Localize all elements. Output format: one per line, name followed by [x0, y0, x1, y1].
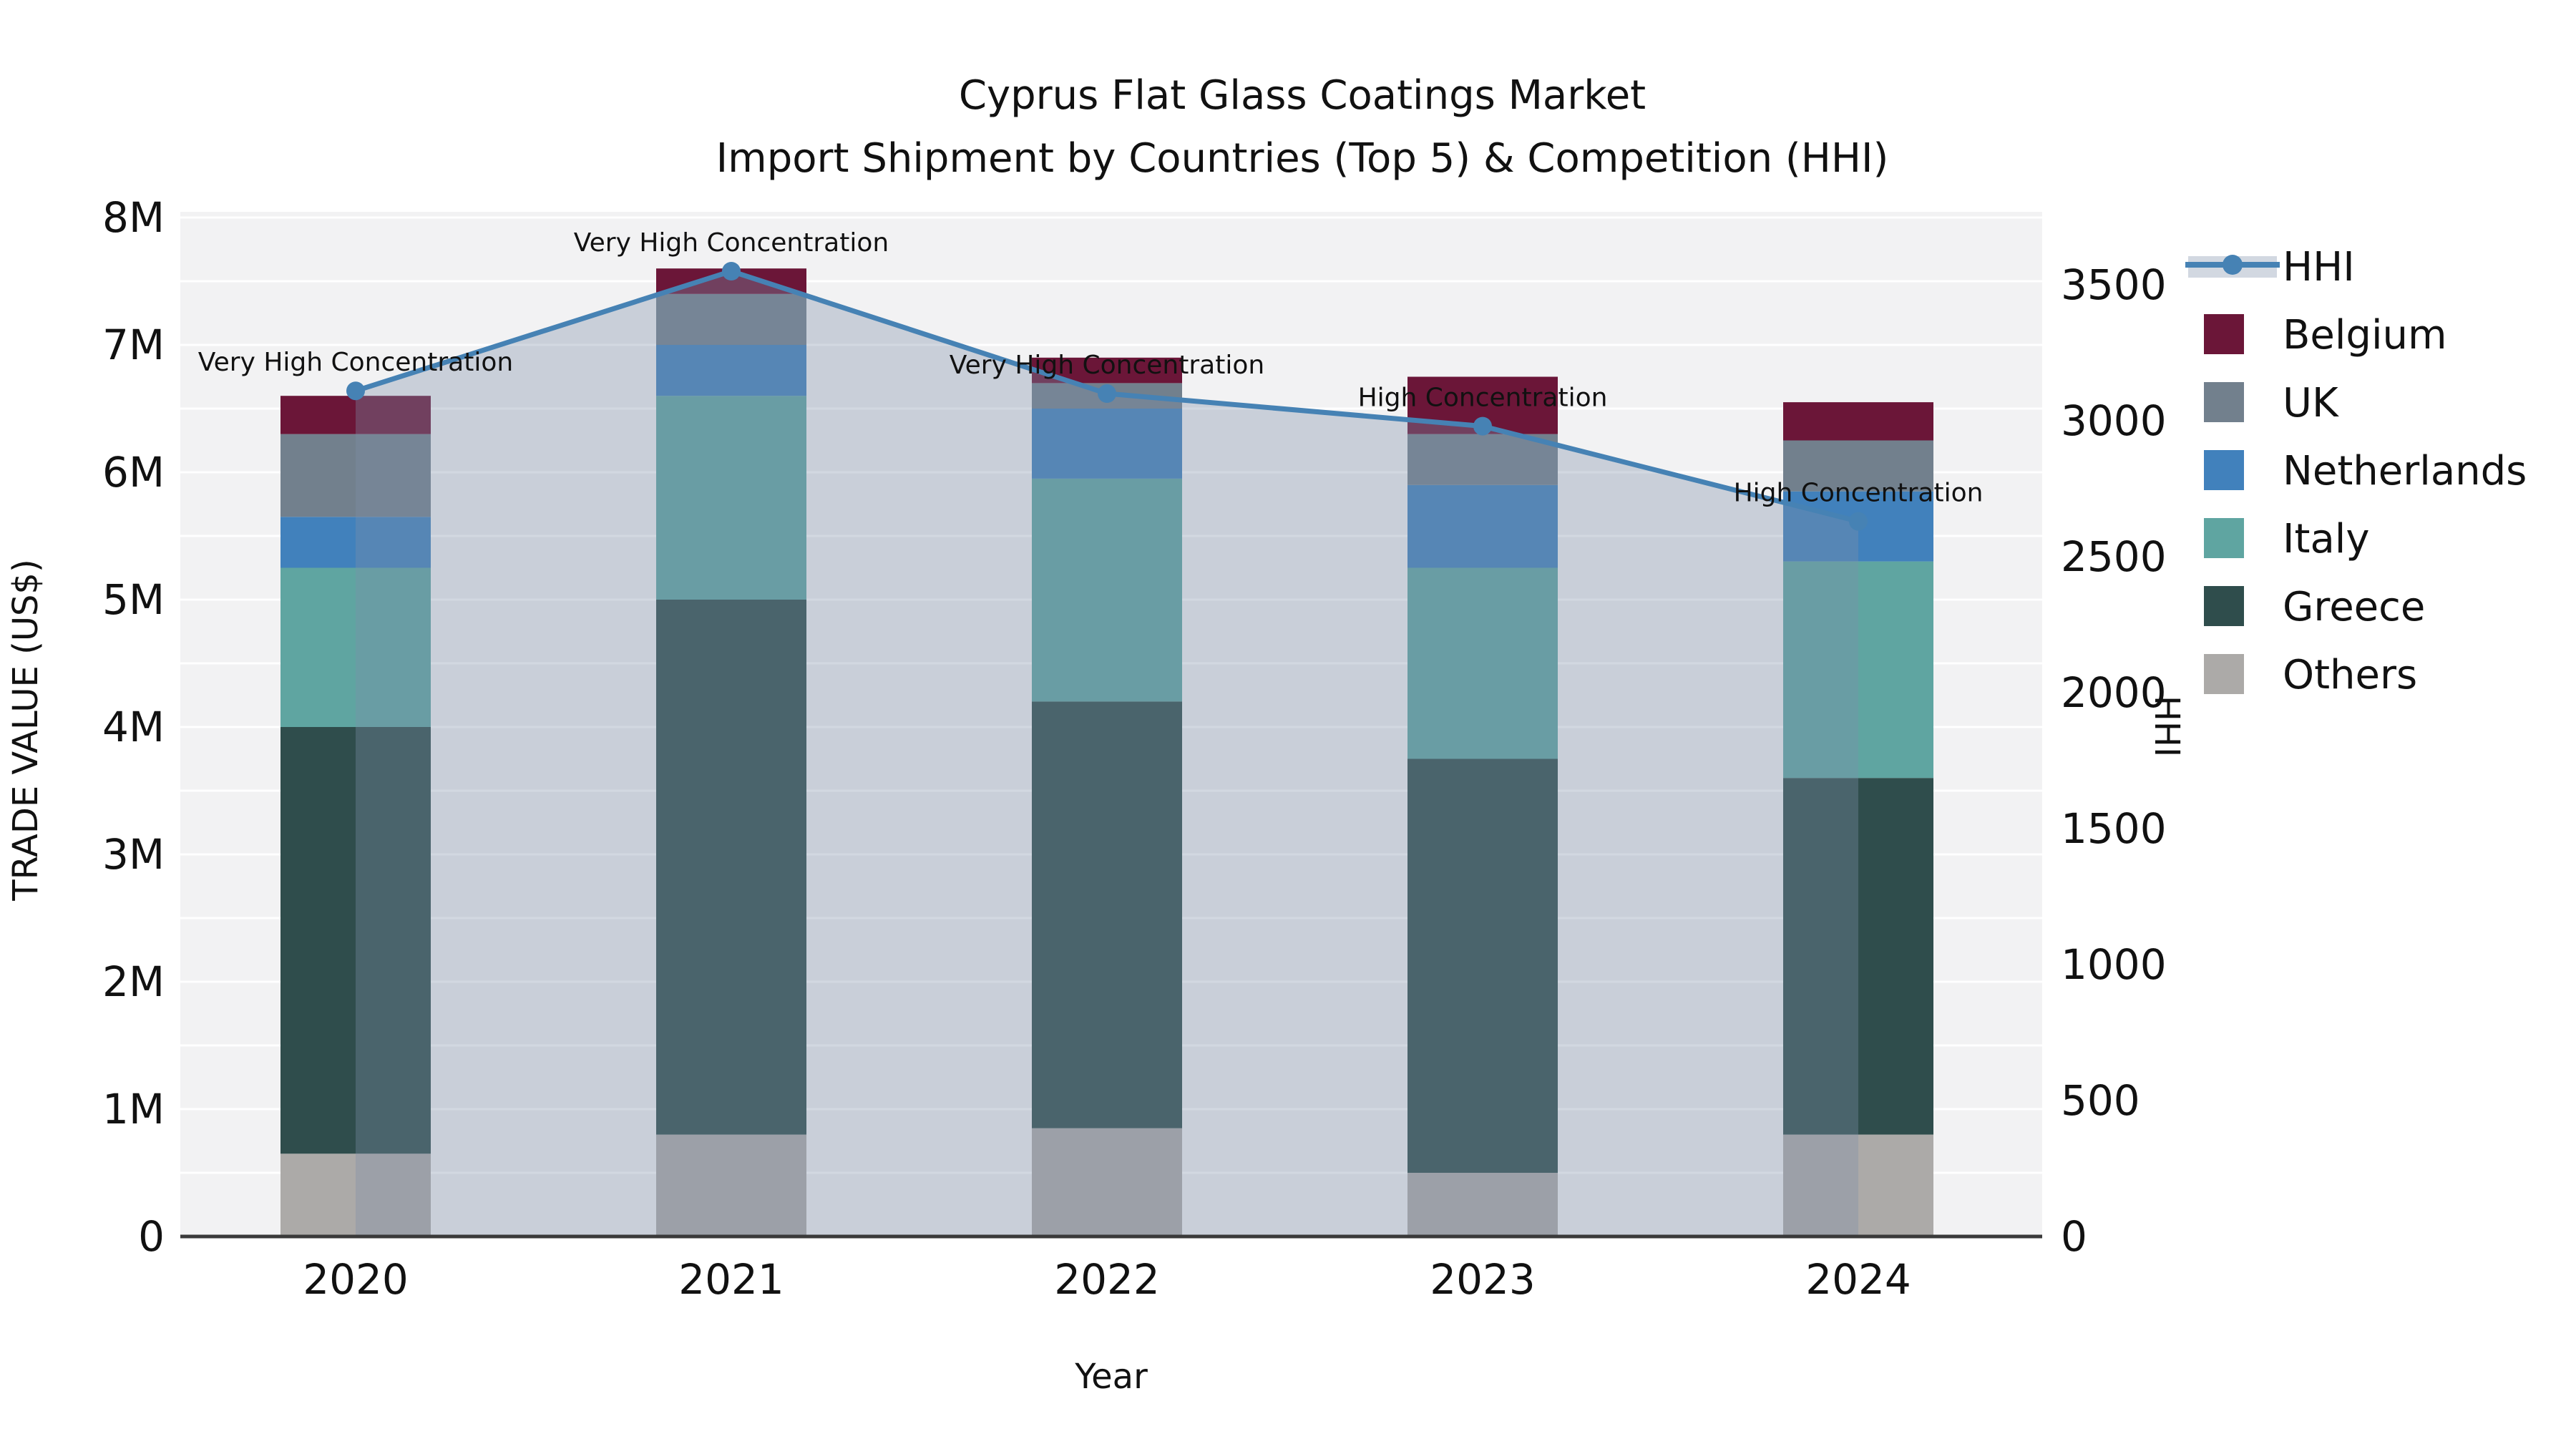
bar-segment-netherlands-2020: [280, 517, 431, 568]
legend-swatch-uk: [2204, 382, 2244, 422]
left-tick-2M: 2M: [102, 957, 165, 1006]
bar-segment-greece-2024: [1783, 778, 1933, 1135]
legend-label-italy: Italy: [2283, 516, 2370, 562]
right-tick-500: 500: [2061, 1076, 2140, 1125]
annotation-2020: Very High Concentration: [198, 348, 513, 377]
right-tick-1500: 1500: [2061, 804, 2167, 853]
bar-segment-greece-2022: [1032, 701, 1182, 1128]
hhi-marker-2021: [722, 262, 741, 280]
bar-segment-uk-2023: [1407, 434, 1558, 485]
annotation-2024: High Concentration: [1734, 479, 1984, 508]
legend-label-hhi: HHI: [2283, 244, 2355, 291]
left-tick-7M: 7M: [102, 321, 165, 369]
left-tick-4M: 4M: [102, 703, 165, 751]
bar-segment-uk-2024: [1783, 440, 1933, 492]
x-tick-2022: 2022: [1054, 1255, 1160, 1304]
annotation-2023: High Concentration: [1358, 384, 1608, 413]
bar-segment-netherlands-2023: [1407, 484, 1558, 568]
x-axis-title: Year: [1074, 1357, 1148, 1397]
bar-segment-others-2023: [1407, 1173, 1558, 1236]
bar-segment-uk-2021: [656, 293, 806, 345]
bar-segment-greece-2021: [656, 600, 806, 1135]
y-axis-title-left: TRADE VALUE (US$): [6, 559, 46, 901]
bar-segment-others-2020: [280, 1153, 431, 1236]
bar-segment-netherlands-2022: [1032, 409, 1182, 479]
legend-swatch-belgium: [2204, 314, 2244, 354]
legend-hhi-marker-icon: [2223, 255, 2243, 275]
right-tick-0: 0: [2061, 1212, 2087, 1261]
right-tick-1000: 1000: [2061, 940, 2167, 989]
x-tick-2021: 2021: [678, 1255, 784, 1304]
axes: 0 1M 2M 3M 4M 5M 6M 7M 8M 0 500 1000 1500 2000 2500 300…: [6, 193, 2187, 1397]
bar-segment-italy-2023: [1407, 567, 1558, 759]
right-tick-2500: 2500: [2061, 532, 2167, 581]
x-tick-2020: 2020: [303, 1255, 409, 1304]
right-tick-2000: 2000: [2061, 668, 2167, 717]
chart-subtitle: Import Shipment by Countries (Top 5) & C…: [716, 135, 1889, 182]
legend-label-belgium: Belgium: [2283, 312, 2447, 358]
hhi-area-fill: [356, 271, 1858, 1236]
bar-segment-belgium-2020: [280, 396, 431, 434]
legend-label-others: Others: [2283, 652, 2417, 698]
left-tick-1M: 1M: [102, 1085, 165, 1133]
legend-swatch-netherlands: [2204, 450, 2244, 490]
annotation-2021: Very High Concentration: [574, 228, 889, 258]
left-tick-6M: 6M: [102, 448, 165, 497]
right-tick-3000: 3000: [2061, 396, 2167, 445]
left-tick-8M: 8M: [102, 193, 165, 242]
legend-swatch-others: [2204, 654, 2244, 694]
annotation-2022: Very High Concentration: [950, 351, 1264, 380]
y-axis-title-right: HHI: [2147, 696, 2187, 757]
legend-swatch-greece: [2204, 586, 2244, 626]
hhi-marker-2020: [346, 381, 365, 401]
right-tick-3500: 3500: [2061, 260, 2167, 309]
legend-swatch-italy: [2204, 518, 2244, 558]
legend-label-greece: Greece: [2283, 584, 2425, 630]
left-tick-0: 0: [138, 1212, 165, 1261]
left-tick-3M: 3M: [102, 830, 165, 879]
bar-segment-greece-2020: [280, 727, 431, 1154]
x-tick-2023: 2023: [1430, 1255, 1536, 1304]
bar-segment-others-2024: [1783, 1134, 1933, 1236]
bar-segment-belgium-2024: [1783, 402, 1933, 441]
legend-label-netherlands: Netherlands: [2283, 448, 2527, 494]
hhi-marker-2024: [1849, 512, 1868, 531]
plot-area: Very High Concentration Very High Concent…: [180, 212, 2042, 1236]
bar-segment-others-2022: [1032, 1128, 1182, 1236]
bar-segment-others-2021: [656, 1134, 806, 1236]
hhi-marker-2023: [1473, 416, 1492, 436]
bar-segment-netherlands-2021: [656, 345, 806, 396]
legend: HHI Belgium UK Netherlands Italy Greece Others: [2185, 244, 2527, 698]
bar-segment-greece-2023: [1407, 758, 1558, 1173]
legend-label-uk: UK: [2283, 380, 2339, 426]
x-tick-2024: 2024: [1805, 1255, 1911, 1304]
bar-segment-italy-2024: [1783, 561, 1933, 779]
chart-title: Cyprus Flat Glass Coatings Market: [959, 72, 1646, 119]
bar-segment-italy-2020: [280, 567, 431, 727]
hhi-marker-2022: [1098, 384, 1116, 403]
bar-segment-italy-2021: [656, 396, 806, 600]
left-tick-5M: 5M: [102, 575, 165, 624]
bar-segment-uk-2020: [280, 434, 431, 517]
bar-segment-italy-2022: [1032, 478, 1182, 702]
